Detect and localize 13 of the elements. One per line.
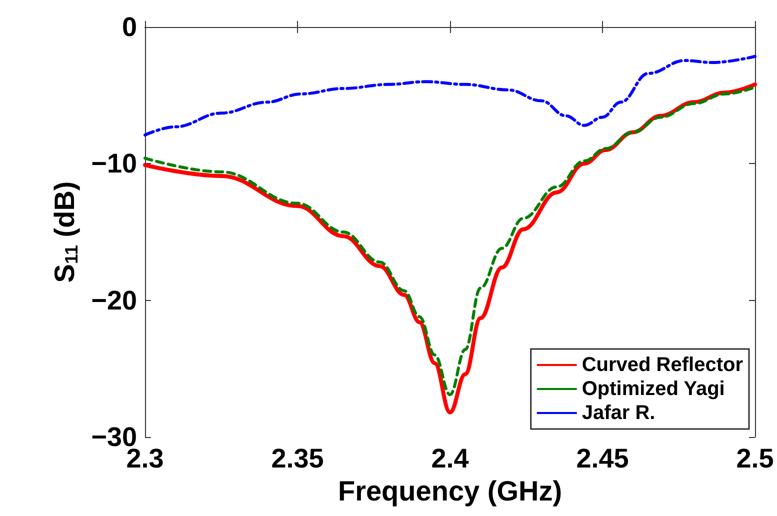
line-series xyxy=(144,54,756,136)
x-axis-title: Frequency (GHz) xyxy=(338,475,562,506)
x-tick-label: 2.35 xyxy=(271,444,324,474)
x-tick-label: 2.45 xyxy=(576,444,629,474)
y-tick-label: −20 xyxy=(91,285,137,316)
legend-label: Optimized Yagi xyxy=(582,378,725,400)
legend-label: Jafar R. xyxy=(582,402,656,424)
x-tick-label: 2.5 xyxy=(736,444,774,474)
x-tick-label: 2.4 xyxy=(431,444,469,474)
y-tick-label: 0 xyxy=(122,12,137,42)
y-axis-title: S11 (dB) xyxy=(48,181,82,283)
y-tick-label: −10 xyxy=(91,148,137,179)
legend-label: Curved Reflector xyxy=(582,354,744,376)
